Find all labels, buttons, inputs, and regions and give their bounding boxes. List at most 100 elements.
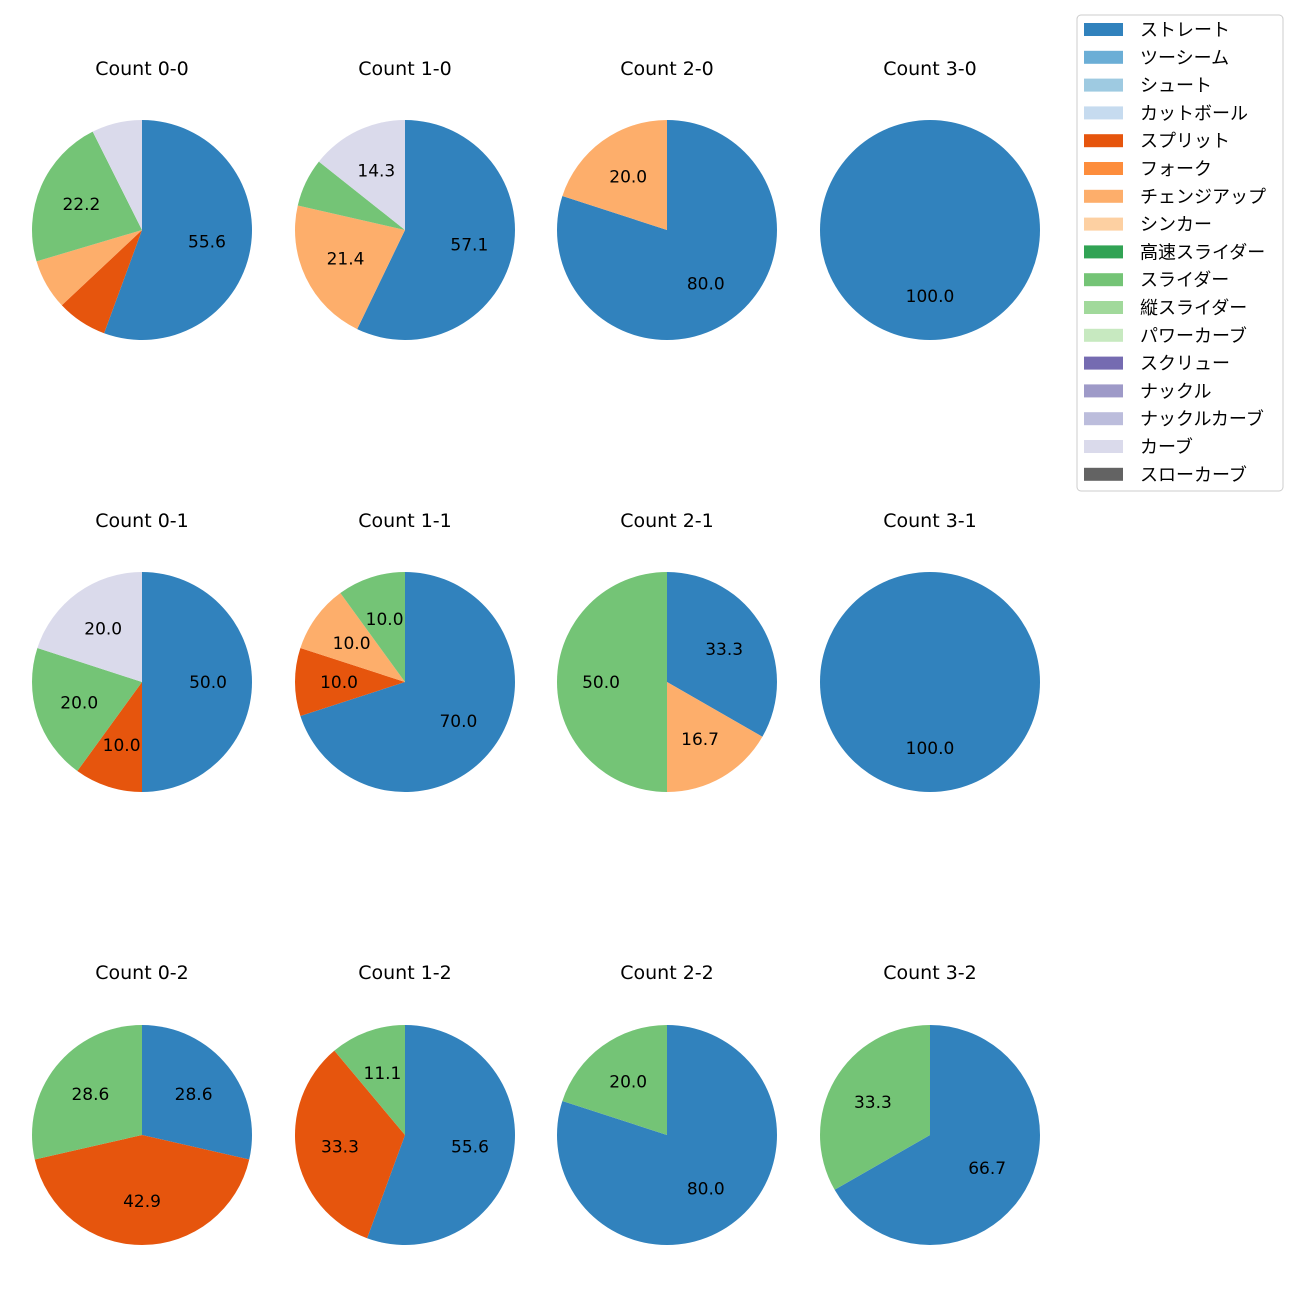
pie-count-0-1: Count 0-1 50.0 10.0 20.0 20.0 (31, 510, 252, 792)
pie-slice (37, 572, 142, 682)
pie-title: Count 0-1 (95, 510, 189, 532)
slice-label: 55.6 (188, 233, 226, 253)
legend-label: チェンジアップ (1140, 187, 1266, 208)
legend-label: シュート (1140, 76, 1212, 97)
legend-label: カットボール (1140, 103, 1248, 124)
legend-swatch (1084, 412, 1123, 426)
pie-title: Count 1-2 (358, 962, 452, 984)
pie-title: Count 2-1 (620, 510, 714, 532)
pie-count-1-0: Count 1-0 57.1 21.4 14.3 (295, 58, 515, 340)
legend-swatch (1084, 78, 1123, 92)
pie-slice (820, 120, 1040, 340)
pie-slice (104, 120, 252, 340)
pie-slice (142, 572, 252, 792)
slice-label: 22.2 (62, 195, 100, 215)
pie-slice (367, 1025, 516, 1246)
legend-label: 縦スライダー (1140, 298, 1247, 319)
legend: ストレートツーシームシュートカットボールスプリットフォークチェンジアップシンカー… (1076, 14, 1284, 492)
legend-frame (1076, 14, 1284, 492)
legend-swatch (1084, 162, 1123, 175)
slice-label: 100.0 (906, 287, 955, 307)
pie-slice (300, 593, 405, 682)
pie-slice (61, 230, 143, 334)
pie-slice (340, 572, 405, 682)
slice-label: 70.0 (439, 712, 477, 732)
pie-slice (667, 572, 777, 737)
legend-swatch (1084, 245, 1123, 259)
pie-title: Count 3-2 (883, 962, 977, 984)
legend-label: シンカー (1140, 215, 1212, 236)
pie-slice (34, 1135, 250, 1245)
slice-label: 14.3 (357, 162, 395, 182)
slice-label: 57.1 (450, 236, 488, 256)
slice-label: 21.4 (327, 250, 365, 270)
legend-swatch (1084, 50, 1123, 64)
legend-label: スクリュー (1140, 354, 1230, 375)
slice-label: 10.0 (366, 610, 404, 630)
slice-label: 16.7 (681, 730, 719, 750)
slice-label: 66.7 (968, 1159, 1006, 1179)
pie-title: Count 2-0 (620, 58, 714, 80)
pie-slice (92, 120, 142, 230)
legend-swatch (1084, 328, 1123, 342)
legend-swatch (1084, 134, 1123, 148)
slice-label: 20.0 (609, 1073, 647, 1093)
pie-slice (142, 1025, 252, 1160)
legend-swatch (1084, 467, 1123, 481)
slice-label: 20.0 (609, 168, 647, 188)
legend-label: 高速スライダー (1140, 242, 1265, 263)
legend-swatch (1084, 23, 1123, 36)
slice-label: 33.3 (854, 1093, 892, 1113)
legend-swatch (1084, 440, 1123, 453)
pie-slice (667, 682, 763, 792)
pie-slice (820, 572, 1040, 792)
slice-label: 55.6 (451, 1138, 489, 1158)
pie-slice (557, 572, 667, 792)
legend-label: スローカーブ (1140, 464, 1247, 486)
legend-swatch (1084, 217, 1123, 231)
legend-swatch (1084, 356, 1123, 370)
slice-label: 10.0 (333, 634, 371, 654)
legend-label: カーブ (1140, 436, 1193, 458)
pie-count-3-1: Count 3-1 100.0 (820, 510, 1040, 792)
pie-title: Count 1-0 (358, 58, 452, 80)
legend-label: ナックル (1140, 381, 1211, 402)
pie-count-2-2: Count 2-2 80.0 20.0 (557, 962, 777, 1245)
slice-label: 28.6 (71, 1085, 109, 1105)
pie-slice (562, 120, 667, 230)
pie-count-1-1: Count 1-1 70.0 10.0 10.0 10.0 (295, 510, 515, 792)
legend-swatch (1084, 384, 1123, 398)
legend-swatch (1084, 301, 1123, 314)
pie-slice (295, 205, 405, 330)
pie-count-3-2: Count 3-2 66.7 33.3 (820, 962, 1040, 1245)
pie-title: Count 1-1 (358, 510, 452, 532)
slice-label: 100.0 (906, 739, 955, 759)
slice-label: 28.6 (175, 1085, 213, 1105)
pie-slice (334, 1025, 405, 1135)
legend-swatch (1084, 189, 1123, 203)
slice-label: 20.0 (60, 693, 98, 713)
slice-label: 42.9 (123, 1192, 161, 1212)
pie-title: Count 0-0 (95, 58, 189, 80)
pie-slice (295, 1050, 405, 1239)
pie-slice (77, 682, 142, 792)
pie-count-1-2: Count 1-2 55.6 33.3 11.1 (295, 962, 516, 1246)
slice-label: 50.0 (582, 673, 620, 693)
slice-label: 80.0 (687, 274, 725, 294)
slice-label: 10.0 (103, 736, 141, 756)
pie-title: Count 0-2 (95, 962, 189, 984)
legend-label: ストレート (1140, 20, 1230, 41)
pie-count-2-1: Count 2-1 33.3 16.7 50.0 (557, 510, 777, 792)
pie-slice (295, 648, 405, 716)
slice-label: 50.0 (189, 673, 227, 693)
legend-label: パワーカーブ (1140, 325, 1247, 347)
slice-label: 20.0 (84, 620, 122, 640)
pie-slice (318, 119, 405, 230)
pie-count-3-0: Count 3-0 100.0 (820, 58, 1040, 340)
pie-slice (357, 120, 515, 340)
pie-count-2-0: Count 2-0 80.0 20.0 (556, 58, 777, 340)
pie-count-0-2: Count 0-2 28.6 42.9 28.6 (31, 962, 252, 1245)
pie-slice (562, 1025, 667, 1135)
